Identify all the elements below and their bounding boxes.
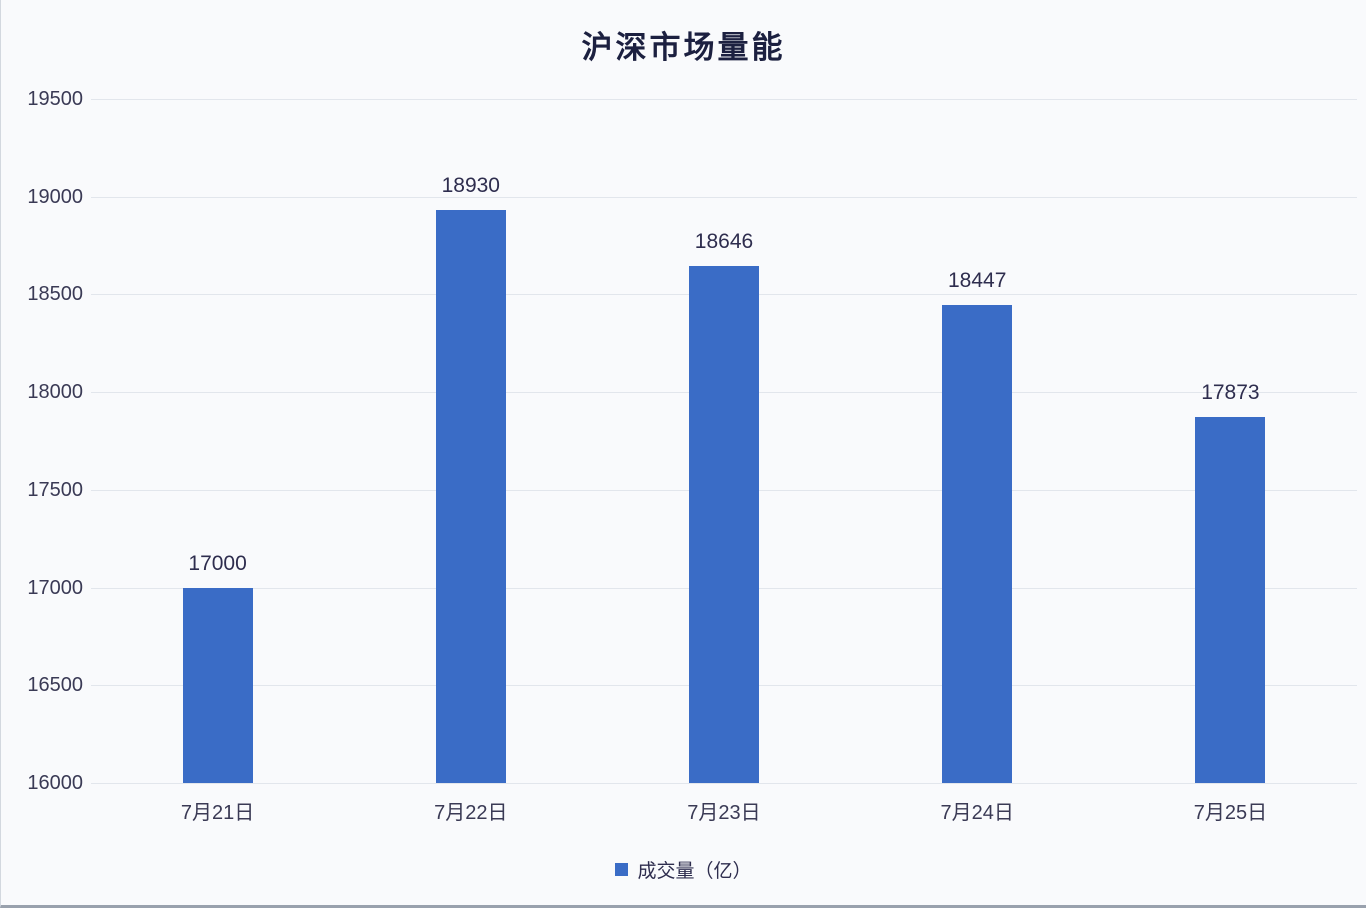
x-axis-tick-label: 7月23日 (687, 802, 761, 824)
y-axis-tick-label: 18000 (27, 381, 83, 404)
x-axis-tick-label: 7月25日 (1193, 802, 1268, 824)
x-axis-tick-label: 7月24日 (940, 802, 1014, 824)
y-gridline (91, 196, 1357, 198)
y-axis-tick-label: 16500 (27, 674, 83, 697)
bar (435, 210, 506, 783)
bar (942, 304, 1013, 783)
bar (689, 265, 759, 783)
y-axis-tick-label: 18500 (27, 283, 83, 306)
y-gridline (91, 783, 1357, 784)
bar (182, 587, 253, 783)
bar-value-label: 17000 (188, 551, 247, 575)
bar-value-label: 18646 (694, 229, 754, 253)
y-axis-tick-label: 19000 (27, 185, 83, 208)
legend-label: 成交量（亿） (637, 861, 752, 882)
legend-square-icon (615, 863, 629, 876)
x-axis-tick-label: 7月22日 (434, 802, 508, 824)
y-axis-tick-label: 19500 (27, 88, 83, 110)
bar-value-label: 17873 (1201, 380, 1260, 404)
y-axis-tick-label: 17000 (27, 576, 83, 599)
bar-value-label: 18930 (441, 174, 500, 198)
x-axis-tick-label: 7月21日 (180, 802, 255, 824)
y-axis-tick-label: 17500 (27, 478, 83, 501)
y-axis-tick-label: 16000 (27, 772, 83, 794)
chart-title: 沪深市场量能 (581, 30, 786, 66)
y-gridline (91, 99, 1357, 100)
legend: 成交量（亿） (1, 856, 1366, 883)
bar-value-label: 18447 (947, 268, 1007, 292)
bar (1195, 416, 1266, 783)
